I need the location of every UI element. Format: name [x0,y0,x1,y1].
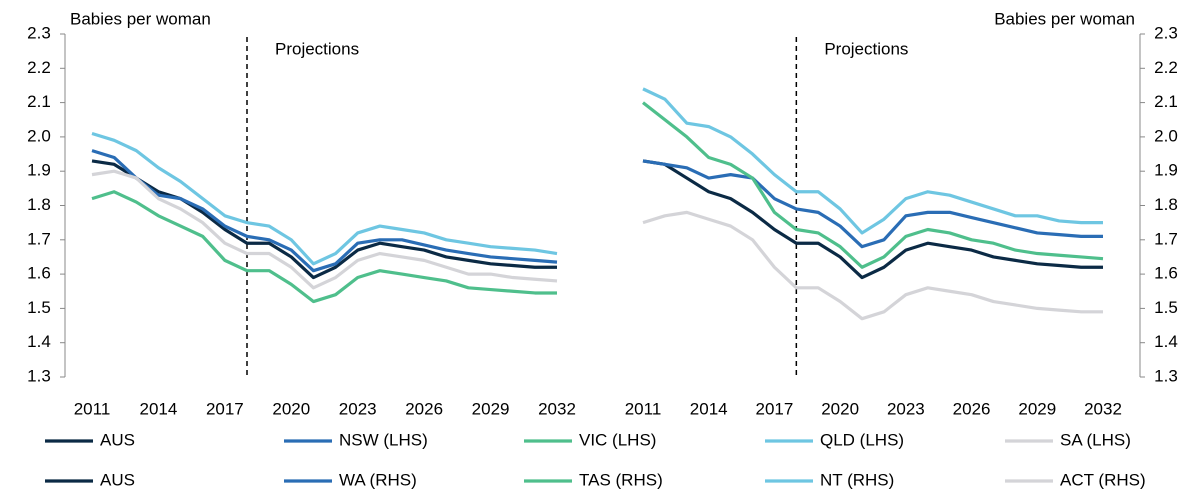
x-tick-label: 2011 [74,399,111,418]
legend-label: WA (RHS) [339,470,417,489]
x-tick-label: 2032 [538,399,576,418]
x-tick-label: 2020 [272,399,310,418]
x-tick-label: 2029 [1018,399,1056,418]
series-line [91,159,557,280]
series-line [91,169,558,290]
y-tick-label: 2.2 [1154,58,1178,77]
y-tick-label: 1.3 [27,366,51,385]
x-tick-label: 2023 [339,399,377,418]
y-axis-label: Babies per woman [70,9,211,28]
y-tick-label: 2.0 [27,126,51,145]
x-tick-label: 2011 [625,399,662,418]
series-line [642,210,1103,321]
y-tick-label: 2.1 [27,92,51,111]
x-tick-label: 2023 [887,399,925,418]
y-tick-label: 1.5 [27,298,51,317]
series-line [91,131,558,266]
y-tick-label: 1.8 [1154,195,1178,214]
y-tick-label: 1.7 [1154,229,1178,248]
y-tick-label: 1.9 [27,161,51,180]
y-tick-label: 1.4 [1154,332,1178,351]
x-tick-label: 2029 [472,399,510,418]
y-tick-label: 1.6 [1154,264,1178,283]
y-tick-label: 1.9 [1154,161,1178,180]
series-line [91,190,557,304]
y-tick-label: 1.4 [27,332,51,351]
x-tick-label: 2026 [405,399,443,418]
y-tick-label: 1.6 [27,264,51,283]
legend-label: VIC (LHS) [579,430,656,449]
y-tick-label: 1.5 [1154,298,1178,317]
x-tick-label: 2017 [206,399,244,418]
y-tick-label: 2.2 [27,58,51,77]
x-tick-label: 2014 [690,399,728,418]
x-tick-label: 2017 [756,399,794,418]
x-tick-label: 2026 [953,399,991,418]
series-line [642,101,1104,269]
y-tick-label: 1.7 [27,229,51,248]
y-tick-label: 2.1 [1154,92,1178,111]
y-tick-label: 2.3 [1154,23,1178,42]
x-tick-label: 2014 [140,399,178,418]
legend-label: SA (LHS) [1060,430,1131,449]
legend-label: TAS (RHS) [579,470,663,489]
annotation: Projections [275,39,359,58]
annotation: Projections [824,39,908,58]
series-line [91,149,558,273]
y-axis-label: Babies per woman [994,9,1135,28]
y-tick-label: 2.3 [27,23,51,42]
x-tick-label: 2032 [1084,399,1122,418]
legend-label: ACT (RHS) [1060,470,1146,489]
series-line [642,159,1103,280]
series-line [642,159,1103,249]
x-tick-label: 2020 [821,399,859,418]
legend-label: AUS [100,470,135,489]
y-tick-label: 1.3 [1154,366,1178,385]
series-line [642,87,1103,235]
legend-label: NSW (LHS) [339,430,428,449]
legend-label: AUS [100,430,135,449]
legend-label: QLD (LHS) [820,430,904,449]
y-tick-label: 1.8 [27,195,51,214]
y-tick-label: 2.0 [1154,126,1178,145]
legend-label: NT (RHS) [820,470,894,489]
